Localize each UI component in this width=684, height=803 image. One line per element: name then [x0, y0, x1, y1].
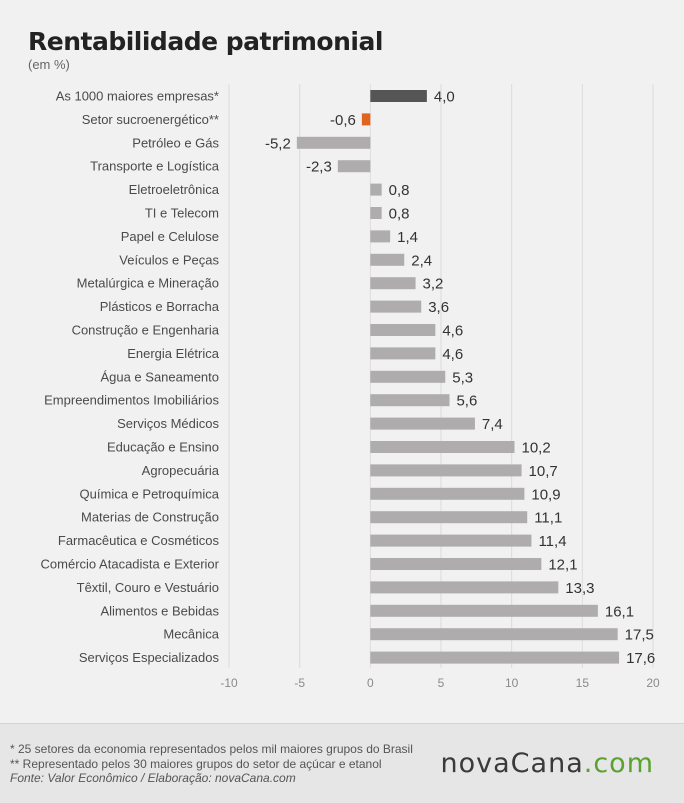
- category-label: Energia Elétrica: [127, 346, 220, 361]
- data-label: 1,4: [397, 229, 418, 246]
- x-tick-label: 20: [646, 676, 660, 690]
- data-label: 0,8: [389, 182, 410, 199]
- bar: [370, 277, 416, 290]
- data-label: 13,3: [565, 580, 594, 597]
- category-label: Transporte e Logística: [90, 159, 220, 174]
- data-label: 10,7: [529, 463, 558, 480]
- bar: [370, 300, 422, 313]
- data-label: 5,3: [452, 369, 473, 386]
- data-label: -0,6: [330, 112, 356, 129]
- bar: [370, 604, 598, 617]
- data-label: 17,6: [626, 650, 655, 667]
- novacana-logo: novaCana.com: [441, 748, 654, 779]
- bar: [370, 417, 475, 430]
- bar: [337, 160, 371, 173]
- category-label: Veículos e Peças: [119, 252, 219, 267]
- data-label: 11,4: [538, 533, 566, 550]
- logo-domain-text: .com: [583, 748, 654, 779]
- category-label: Setor sucroenergético**: [82, 112, 219, 127]
- footnote-1: * 25 setores da economia representados p…: [10, 742, 413, 756]
- bar: [370, 90, 427, 102]
- data-label: 4,6: [442, 346, 463, 363]
- data-label: 10,2: [521, 440, 550, 457]
- data-label: -5,2: [265, 135, 291, 152]
- x-tick-label: -5: [294, 676, 305, 690]
- data-label: 11,1: [534, 510, 562, 527]
- category-label: Papel e Celulose: [121, 229, 219, 244]
- data-label: 3,6: [428, 299, 449, 316]
- bar: [370, 558, 542, 570]
- category-label: Serviços Especializados: [79, 650, 220, 665]
- data-label: -2,3: [306, 159, 332, 176]
- bar: [370, 487, 525, 500]
- data-label: 17,5: [625, 627, 654, 644]
- bar: [370, 370, 446, 383]
- footer: * 25 setores da economia representados p…: [0, 723, 684, 803]
- data-label: 3,2: [423, 276, 444, 293]
- category-label: Química e Petroquímica: [80, 486, 220, 501]
- x-tick-label: -10: [220, 676, 238, 690]
- source-note: Fonte: Valor Econômico / Elaboração: nov…: [10, 771, 296, 785]
- bar: [370, 511, 528, 524]
- category-label: Materias de Construção: [81, 510, 219, 525]
- category-label: Plásticos e Borracha: [100, 299, 220, 314]
- category-label: Construção e Engenharia: [72, 323, 220, 338]
- bar: [370, 324, 436, 336]
- category-label: Serviços Médicos: [117, 416, 219, 431]
- category-label: As 1000 maiores empresas*: [56, 89, 219, 104]
- data-label: 10,9: [531, 486, 560, 503]
- data-label: 5,6: [456, 393, 477, 410]
- category-label: Farmacêutica e Cosméticos: [58, 533, 220, 548]
- logo-main-text: novaCana: [440, 748, 584, 779]
- data-label: 7,4: [482, 416, 503, 433]
- bar: [370, 581, 559, 594]
- data-label: 12,1: [548, 557, 577, 574]
- x-tick-label: 10: [505, 676, 519, 690]
- chart-subtitle: (em %): [28, 57, 70, 72]
- x-tick-label: 15: [576, 676, 590, 690]
- bar: [370, 253, 405, 266]
- bar: [361, 113, 371, 126]
- category-label: Comércio Atacadista e Exterior: [41, 557, 220, 572]
- bar: [370, 394, 450, 407]
- bar: [296, 136, 371, 149]
- bar: [370, 441, 515, 453]
- chart-title: Rentabilidade patrimonial: [28, 27, 383, 56]
- category-label: Empreendimentos Imobiliários: [44, 393, 219, 408]
- bar-chart: -10 -5 0 5 10 15 20 As 1000 maiores empresas* 4,…: [41, 84, 660, 690]
- bar: [370, 230, 391, 243]
- bar: [370, 534, 532, 547]
- data-label: 0,8: [389, 206, 410, 223]
- category-label: Mecânica: [163, 627, 219, 642]
- data-label: 4,6: [442, 323, 463, 340]
- category-label: Água e Saneamento: [100, 369, 219, 384]
- category-label: Petróleo e Gás: [132, 135, 219, 150]
- category-label: Alimentos e Bebidas: [100, 603, 219, 618]
- data-label: 2,4: [411, 252, 432, 269]
- data-label: 4,0: [434, 89, 455, 106]
- category-label: Agropecuária: [142, 463, 220, 478]
- bar: [370, 207, 382, 219]
- x-tick-label: 5: [438, 676, 445, 690]
- category-label: Têxtil, Couro e Vestuário: [77, 580, 219, 595]
- category-label: TI e Telecom: [145, 206, 219, 221]
- bar: [370, 628, 618, 641]
- footnote-2: ** Representado pelos 30 maiores grupos …: [10, 757, 382, 771]
- x-tick-label: 0: [367, 676, 374, 690]
- category-label: Educação e Ensino: [107, 440, 219, 455]
- bar: [370, 464, 522, 477]
- bar: [370, 183, 382, 196]
- category-label: Metalúrgica e Mineração: [77, 276, 219, 291]
- bar: [370, 651, 620, 664]
- category-label: Eletroeletrônica: [129, 182, 220, 197]
- data-label: 16,1: [605, 603, 634, 620]
- bar: [370, 347, 436, 360]
